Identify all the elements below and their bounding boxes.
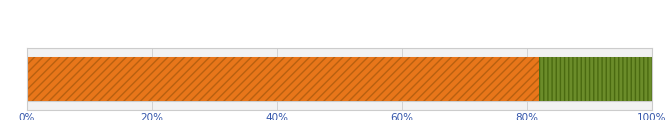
Bar [539, 57, 652, 101]
Bar [27, 57, 539, 101]
Bar [27, 57, 652, 101]
